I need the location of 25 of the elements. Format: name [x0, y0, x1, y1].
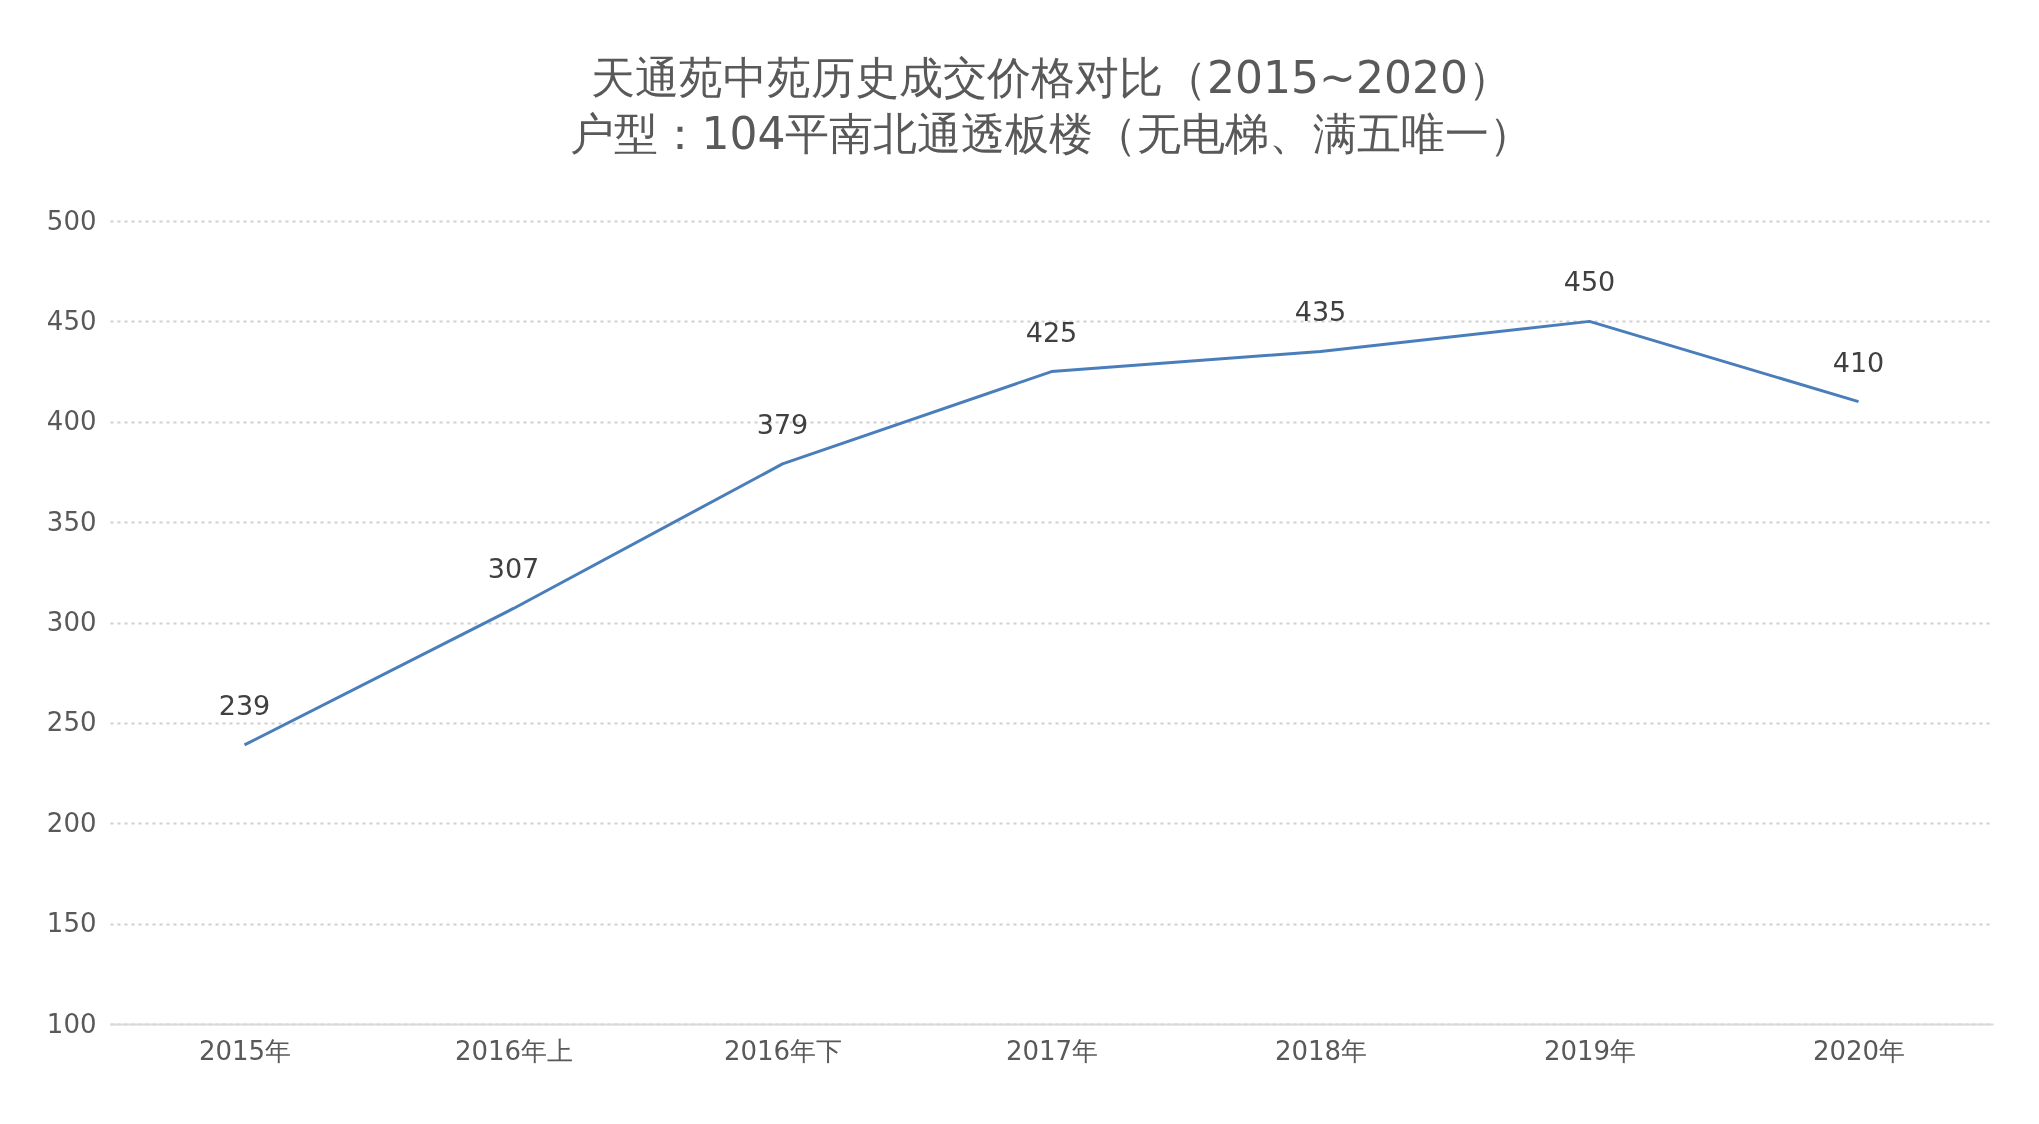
x-tick-label: 2016年下 — [723, 1035, 843, 1066]
data-label: 425 — [1025, 316, 1078, 348]
x-tick-label: 2020年 — [1812, 1035, 1906, 1066]
data-label: 410 — [1832, 346, 1885, 378]
y-tick-label: 300 — [46, 607, 97, 637]
data-label: 450 — [1563, 266, 1616, 298]
x-tick-label: 2017年 — [1005, 1035, 1099, 1066]
y-tick-label: 250 — [46, 707, 97, 738]
y-tick-label: 500 — [46, 205, 97, 236]
x-tick-label: 2015年 — [198, 1035, 292, 1066]
y-tick-label: 100 — [46, 1008, 97, 1039]
data-label: 239 — [218, 689, 271, 721]
x-tick-label: 2016年上 — [454, 1035, 574, 1066]
y-tick-label: 350 — [46, 506, 97, 537]
x-tick-label: 2018年 — [1274, 1035, 1368, 1066]
chart-subtitle: 户型：104平南北通透板楼（无电梯、满五唯一） — [569, 108, 1534, 159]
y-tick-label: 400 — [46, 406, 97, 437]
y-tick-label: 450 — [46, 305, 97, 336]
data-label: 379 — [756, 408, 809, 440]
y-tick-label: 150 — [46, 908, 97, 939]
chart-title: 天通苑中苑历史成交价格对比（2015~2020） — [591, 52, 1512, 103]
data-label: 435 — [1294, 296, 1347, 328]
data-label: 307 — [487, 553, 540, 585]
x-tick-label: 2019年 — [1543, 1035, 1637, 1066]
y-tick-label: 200 — [46, 807, 97, 838]
